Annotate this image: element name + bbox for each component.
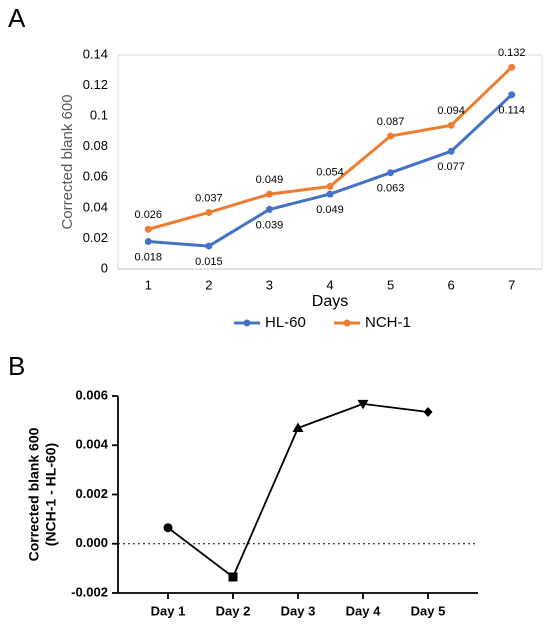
y-tick-label: 0.12 xyxy=(83,77,108,92)
point xyxy=(387,169,395,177)
y-tick-label: 0.14 xyxy=(83,46,108,61)
data-label: 0.077 xyxy=(437,161,465,173)
x-axis-label: Days xyxy=(312,293,348,310)
y-axis-label: (NCH-1 - HL-60) xyxy=(43,443,59,546)
point xyxy=(508,63,516,71)
legend-marker xyxy=(243,319,251,327)
x-tick-label: Day 2 xyxy=(216,603,251,618)
legend-label: HL-60 xyxy=(265,314,306,331)
point xyxy=(326,190,334,198)
point xyxy=(508,91,516,99)
point xyxy=(163,523,173,533)
point xyxy=(205,208,213,216)
y-tick-label: 0.02 xyxy=(83,230,108,245)
x-tick-label: Day 5 xyxy=(411,603,446,618)
data-label: 0.049 xyxy=(256,174,284,186)
point xyxy=(423,407,433,418)
y-tick-label: 0 xyxy=(101,260,108,275)
x-tick-label: Day 3 xyxy=(281,603,316,618)
point xyxy=(144,225,152,233)
data-label: 0.026 xyxy=(135,209,163,221)
data-label: 0.087 xyxy=(377,116,405,128)
data-label: 0.132 xyxy=(498,47,526,59)
point xyxy=(265,190,273,198)
data-label: 0.015 xyxy=(195,256,223,268)
y-tick-label: 0.002 xyxy=(75,486,108,501)
data-label: 0.037 xyxy=(195,192,223,204)
y-tick-label: 0.1 xyxy=(90,108,108,123)
data-label: 0.054 xyxy=(316,166,344,178)
x-tick-label: 3 xyxy=(266,277,273,292)
y-axis-label: Corrected blank 600 xyxy=(59,94,76,229)
y-tick-label: 0.04 xyxy=(83,199,108,214)
point xyxy=(144,237,152,245)
point xyxy=(387,132,395,140)
point xyxy=(292,422,304,433)
data-label: 0.063 xyxy=(377,183,405,195)
point xyxy=(228,572,238,582)
x-tick-label: 6 xyxy=(448,277,455,292)
data-label: 0.049 xyxy=(316,204,344,216)
x-tick-label: Day 4 xyxy=(346,603,381,618)
y-tick-label: -0.002 xyxy=(71,584,108,599)
x-tick-label: 4 xyxy=(326,277,333,292)
x-tick-label: 1 xyxy=(145,277,152,292)
point xyxy=(357,399,369,410)
point xyxy=(265,205,273,213)
x-tick-label: Day 1 xyxy=(151,603,186,618)
data-label: 0.018 xyxy=(135,251,163,263)
y-tick-label: 0.06 xyxy=(83,169,108,184)
x-tick-label: 2 xyxy=(205,277,212,292)
y-tick-label: 0.000 xyxy=(75,535,108,550)
point xyxy=(326,182,334,190)
legend-label: NCH-1 xyxy=(365,314,411,331)
y-tick-label: 0.006 xyxy=(75,387,108,402)
panel-label: B xyxy=(8,351,25,381)
point xyxy=(205,242,213,250)
data-label: 0.114 xyxy=(498,105,525,117)
x-tick-label: 7 xyxy=(508,277,515,292)
y-tick-label: 0.08 xyxy=(83,138,108,153)
data-label: 0.039 xyxy=(256,219,284,231)
panel-label: A xyxy=(8,3,26,33)
data-label: 0.094 xyxy=(437,105,465,117)
plot-frame xyxy=(117,54,543,270)
legend-marker xyxy=(343,319,351,327)
y-axis-label: Corrected blank 600 xyxy=(26,427,42,561)
point xyxy=(447,147,455,155)
x-tick-label: 5 xyxy=(387,277,394,292)
point xyxy=(447,121,455,129)
y-tick-label: 0.004 xyxy=(75,437,108,452)
